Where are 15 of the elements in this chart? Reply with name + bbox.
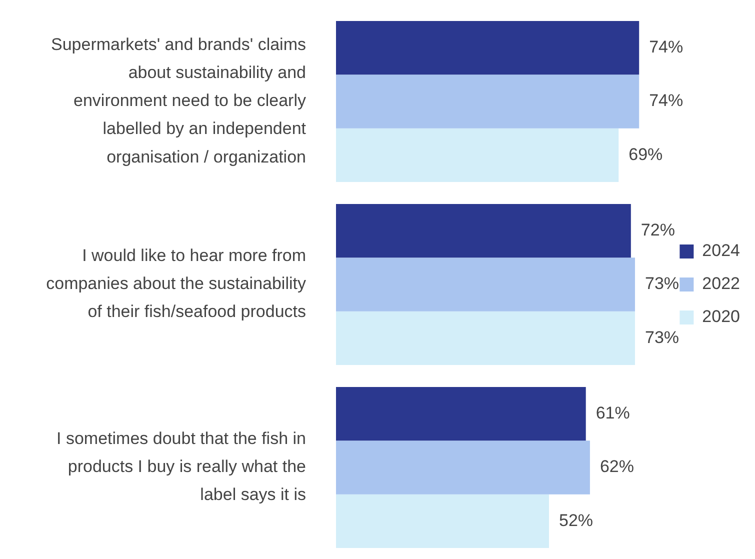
- data-label: 73%: [645, 328, 680, 347]
- data-label: 52%: [558, 510, 594, 530]
- data-label: 72%: [640, 220, 675, 240]
- legend-label: 2024: [702, 241, 740, 260]
- data-label: 73%: [645, 274, 680, 294]
- data-label: 69%: [628, 144, 663, 164]
- legend-label: 2022: [702, 274, 740, 294]
- data-label: 62%: [600, 457, 634, 476]
- legend-label: 2020: [702, 307, 740, 326]
- data-label: 74%: [649, 38, 684, 57]
- y-tick-label: I sometimes doubt that the fish in products I buy is really what the label says it is: [56, 429, 306, 504]
- data-label: 61%: [596, 404, 630, 423]
- y-tick-label: I would like to hear more from companies about the sustainability of their fish/seafood products: [46, 246, 306, 322]
- data-label: 74%: [649, 91, 684, 110]
- y-tick-label: Supermarkets' and brands' claims about sustainability and environment need to be clearly labelled by an independent organisation / organization: [51, 35, 306, 166]
